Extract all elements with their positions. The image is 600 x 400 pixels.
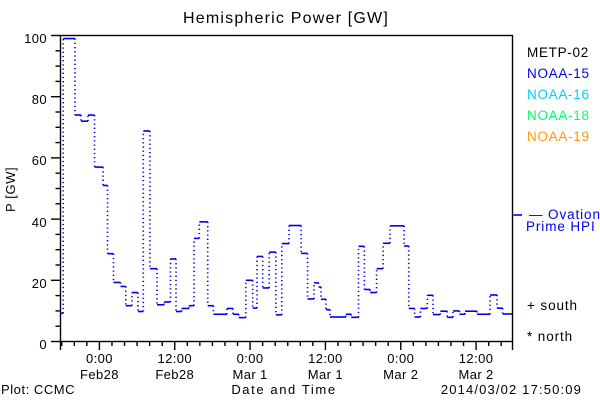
south-marker-label: + south	[527, 298, 578, 313]
x-tick-time-0: 0:00	[85, 351, 113, 366]
north-marker-label: * north	[527, 329, 574, 344]
x-tick-date-4: Mar 2	[383, 367, 419, 382]
y-tick-label-20: 20	[31, 275, 47, 291]
series-label-line1: — Ovation	[529, 207, 600, 222]
x-axis-label: Date and Time	[231, 382, 337, 397]
x-tick-date-5: Mar 2	[458, 367, 494, 382]
series-label-line2: Prime HPI	[526, 219, 596, 234]
y-tick-label-80: 80	[31, 92, 47, 108]
x-tick-date-0: Feb28	[79, 367, 119, 382]
chart-title: Hemispheric Power [GW]	[183, 10, 389, 27]
y-tick-label-100: 100	[24, 31, 47, 46]
legend-item-noaa-16: NOAA-16	[527, 87, 590, 102]
plot-box	[59, 34, 514, 343]
y-tick-label-60: 60	[31, 153, 47, 169]
x-tick-date-2: Mar 1	[232, 367, 268, 382]
x-tick-time-1: 12:00	[157, 351, 193, 366]
x-tick-time-5: 12:00	[458, 351, 494, 366]
y-tick-label-0: 0	[39, 337, 47, 352]
x-tick-time-3: 12:00	[308, 351, 343, 366]
x-tick-time-2: 0:00	[236, 351, 264, 366]
x-tick-time-4: 0:00	[387, 351, 415, 366]
footer-plot-source: Plot: CCMC	[1, 382, 76, 397]
legend-item-noaa-18: NOAA-18	[527, 108, 590, 123]
x-tick-date-1: Feb28	[155, 367, 195, 382]
legend-item-metp-02: METP-02	[527, 45, 589, 60]
legend-item-noaa-15: NOAA-15	[527, 66, 590, 81]
legend-item-noaa-19: NOAA-19	[527, 129, 590, 144]
y-tick-label-40: 40	[31, 214, 47, 230]
y-axis-label: P [GW]	[3, 166, 18, 212]
x-tick-date-3: Mar 1	[307, 367, 344, 382]
footer-timestamp: 2014/03/02 17:50:09	[440, 382, 582, 397]
hpi-step-curve	[60, 37, 522, 319]
